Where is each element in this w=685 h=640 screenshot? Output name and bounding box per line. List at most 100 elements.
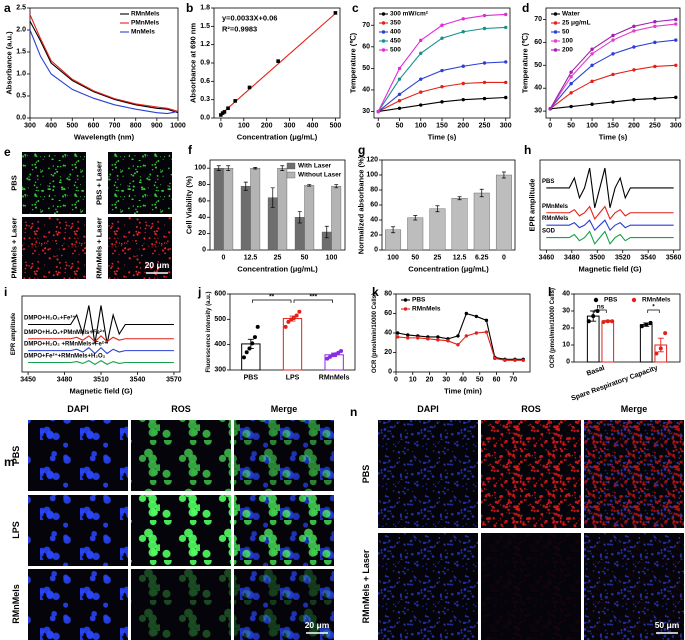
- y-tick-label: 60: [362, 43, 370, 50]
- data-point: [294, 313, 299, 318]
- bar: [223, 167, 234, 251]
- point: [674, 22, 678, 26]
- x-tick-label: 100: [326, 255, 338, 262]
- data-point: [648, 320, 653, 325]
- point: [493, 356, 497, 361]
- significance-bracket: [594, 309, 607, 313]
- error-bar: [435, 205, 440, 213]
- series-line: [546, 230, 674, 245]
- x-tick-label: 3480: [57, 377, 73, 384]
- panel-label: m: [4, 455, 15, 469]
- error-bar: [280, 165, 285, 171]
- point: [419, 77, 423, 81]
- series-line: [29, 14, 179, 112]
- y-tick-label: 600: [214, 291, 226, 298]
- y-tick-label: 1.5: [16, 49, 26, 56]
- panel-label: b: [186, 1, 193, 15]
- y-tick-label: 0: [388, 369, 392, 376]
- error-bar: [307, 184, 312, 187]
- data-point: [639, 324, 644, 329]
- y-axis-label: EPR amplitude: [11, 312, 17, 355]
- data-point: [658, 346, 663, 351]
- bar: [601, 320, 615, 363]
- legend-label: 200: [562, 47, 573, 54]
- x-tick-label: 0: [222, 255, 226, 262]
- panel-label: f: [188, 143, 193, 157]
- point: [461, 64, 465, 68]
- point: [419, 103, 423, 107]
- point: [674, 63, 678, 67]
- x-tick-label: 0: [394, 377, 398, 384]
- x-tick-label: 300: [284, 123, 296, 130]
- legend-swatch: [286, 171, 296, 179]
- legend-label: MnMels: [131, 29, 155, 36]
- y-tick-label: 20: [562, 325, 570, 332]
- x-tick-label: 0: [219, 123, 223, 130]
- micrograph-layer: [234, 569, 334, 640]
- point: [513, 358, 517, 362]
- point: [484, 330, 489, 334]
- x-tick-label: 3450: [20, 377, 36, 384]
- x-axis-label: Wavelength (nm): [74, 133, 135, 142]
- series-line: [29, 29, 179, 115]
- scale-bar-label: 50 μm: [655, 620, 680, 630]
- x-tick-label: 200: [628, 123, 640, 130]
- bar: [213, 167, 224, 251]
- point: [474, 331, 479, 335]
- y-axis-label: Cell Viability (%): [185, 175, 194, 234]
- y-tick-label: 40: [362, 86, 370, 93]
- point: [632, 29, 636, 33]
- y-axis-label: Absorbance at 690 nm: [189, 23, 198, 103]
- data-point: [601, 320, 606, 325]
- point: [484, 318, 489, 323]
- y-tick-label: 1.5: [200, 23, 210, 30]
- x-tick-label: 400: [45, 123, 57, 130]
- x-tick-label: Spare Respiratory Capacity: [570, 365, 658, 403]
- point: [333, 11, 338, 15]
- legend-swatch: [631, 297, 637, 303]
- legend-swatch: [403, 307, 408, 311]
- legend-label: RMnMels: [131, 11, 160, 18]
- column-header: ROS: [171, 404, 191, 414]
- legend-label: RMnMels: [642, 297, 671, 304]
- data-point: [586, 319, 591, 324]
- error-bar: [413, 215, 418, 221]
- legend-label: With Laser: [298, 163, 332, 170]
- y-tick-label: 20: [384, 349, 392, 356]
- point: [474, 314, 479, 319]
- x-tick-label: 500: [330, 123, 342, 130]
- point: [674, 38, 678, 42]
- x-tick-label: 100: [387, 255, 399, 262]
- data-point: [605, 319, 610, 324]
- point: [504, 25, 508, 30]
- point: [653, 64, 657, 69]
- bar: [495, 174, 512, 251]
- point: [397, 77, 402, 81]
- x-tick-label: 70: [509, 377, 517, 384]
- significance-bracket: [293, 299, 334, 303]
- y-axis-label: Temperature (℃): [349, 32, 358, 93]
- y-tick-label: 60: [384, 310, 392, 317]
- x-axis-label: Concentration (μg/mL): [237, 265, 318, 274]
- plot-frame: [381, 159, 516, 251]
- legend-label: PBS: [604, 297, 618, 304]
- tile-label: RMnMels + Laser: [95, 217, 104, 279]
- point: [674, 17, 678, 22]
- y-tick-label: 80: [198, 181, 206, 188]
- y-tick-label: 0: [566, 359, 570, 366]
- point: [461, 17, 465, 21]
- legend-label: PBS: [412, 297, 426, 304]
- column-header: Merge: [271, 404, 298, 414]
- y-tick-label: 20: [370, 232, 378, 239]
- tile-label: PBS: [10, 175, 19, 190]
- y-tick-label: 40: [370, 217, 378, 224]
- x-tick-label: 10: [409, 377, 417, 384]
- data-point: [247, 346, 252, 351]
- point: [504, 60, 508, 64]
- data-point: [286, 319, 291, 324]
- error-bar: [479, 188, 484, 198]
- x-tick-label: 800: [130, 123, 142, 130]
- point: [504, 12, 508, 17]
- x-tick-label: 25: [434, 255, 442, 262]
- micrograph-layer: [584, 420, 684, 528]
